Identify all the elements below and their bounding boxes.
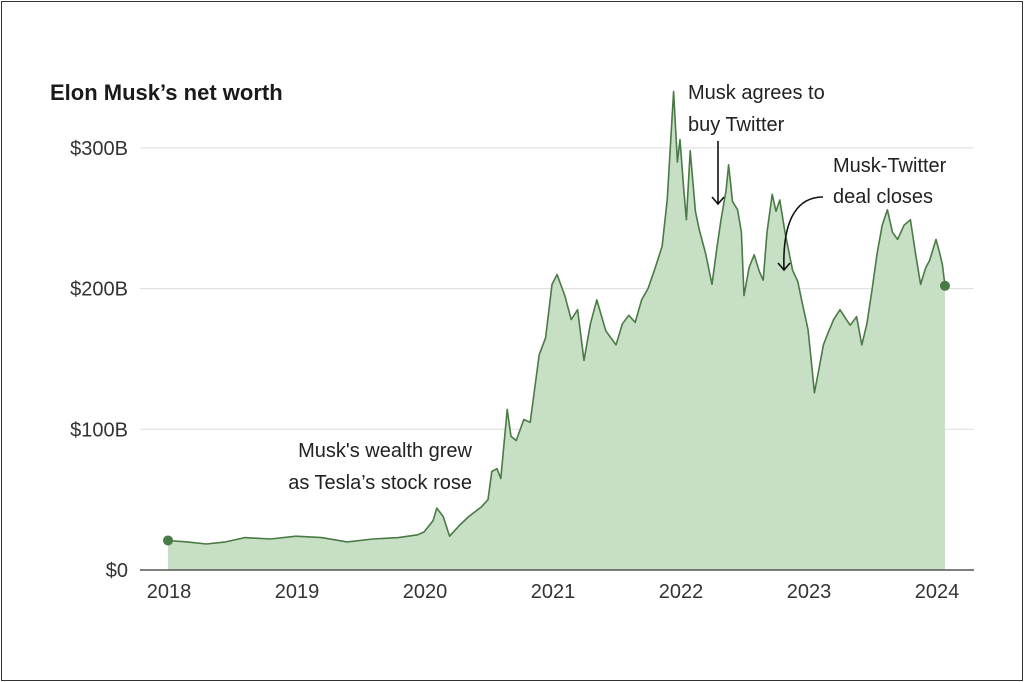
x-tick-label: 2022 [659,581,704,603]
end-point [939,280,950,291]
arrow-icon [711,141,725,206]
y-tick-label: $300B [70,138,128,160]
annotation-text: deal closes [833,186,933,208]
annotation-text: Musk-Twitter [833,155,947,177]
net-worth-line [167,90,946,545]
annotation-tesla: Musk's wealth grew as Tesla’s stock rose [288,440,472,494]
chart-title: Elon Musk’s net worth [50,80,283,105]
y-tick-label: $100B [70,419,128,441]
x-tick-label: 2021 [531,581,576,603]
x-tick-label: 2018 [147,581,192,603]
arrow-icon [777,196,824,272]
annotation-text: Musk agrees to [688,82,825,104]
y-tick-label: $200B [70,279,128,301]
annotation-agrees: Musk agrees to buy Twitter [688,82,825,206]
annotation-closes: Musk-Twitter deal closes [777,155,947,272]
x-tick-label: 2024 [915,581,960,603]
x-tick-label: 2020 [403,581,448,603]
net-worth-area [168,91,945,570]
annotation-text: buy Twitter [688,114,785,136]
x-tick-label: 2023 [787,581,832,603]
y-tick-label: $0 [106,560,128,582]
annotation-text: as Tesla’s stock rose [288,472,472,494]
annotation-text: Musk's wealth grew [298,440,472,462]
start-point [163,535,173,546]
x-tick-label: 2019 [275,581,320,603]
